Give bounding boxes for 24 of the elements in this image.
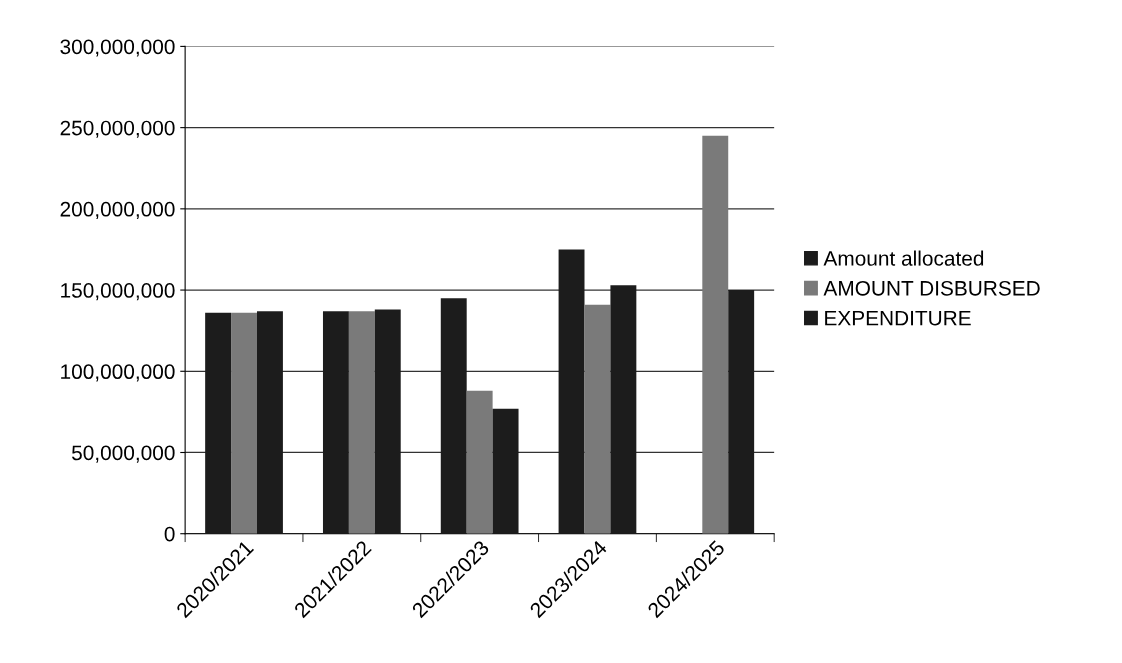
- bar: [348, 311, 375, 534]
- bar: [558, 249, 585, 534]
- bar: [584, 304, 611, 534]
- bar: [466, 390, 493, 534]
- bar: [231, 312, 257, 534]
- bar: [440, 298, 467, 534]
- y-tick-label: 250,000,000: [60, 120, 175, 138]
- y-tick-label: 50,000,000: [71, 445, 175, 463]
- y-tick-label: 100,000,000: [61, 364, 175, 382]
- bar: [610, 285, 637, 534]
- bar: [492, 408, 519, 534]
- bar: [322, 311, 349, 534]
- bar: [728, 290, 755, 534]
- legend-label: AMOUNT DISBURSED: [823, 280, 1040, 296]
- y-tick-label: 150,000,000: [61, 283, 175, 301]
- bar: [256, 311, 283, 534]
- y-tick-label: 200,000,000: [60, 201, 175, 220]
- bar: [374, 309, 401, 534]
- legend-label: EXPENDITURE: [825, 310, 971, 326]
- bar: [205, 312, 232, 534]
- y-tick-label: 0: [164, 526, 175, 542]
- y-tick-label: 300,000,000: [60, 39, 175, 57]
- legend-label: Amount allocated: [823, 250, 984, 266]
- bar: [702, 135, 729, 534]
